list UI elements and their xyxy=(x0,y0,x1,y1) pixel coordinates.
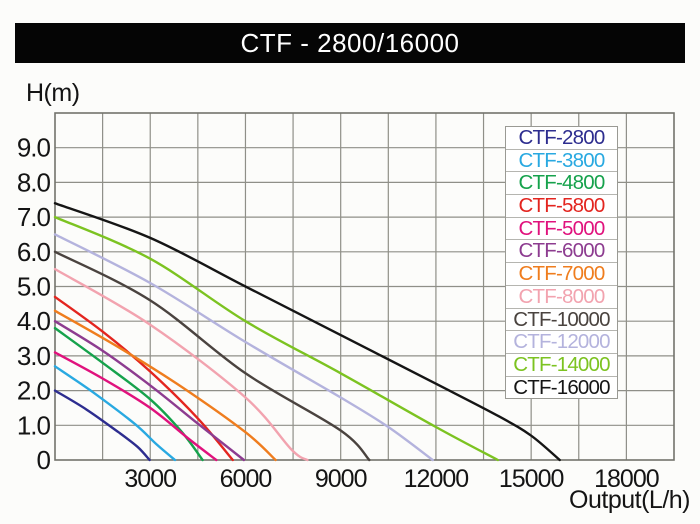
y-tick-label: 7.0 xyxy=(17,202,51,232)
curve-ctf-2800 xyxy=(53,389,151,462)
y-axis-title: H(m) xyxy=(26,79,80,107)
legend-item-ctf-16000: CTF-16000 xyxy=(506,376,617,399)
y-tick-label: 5.0 xyxy=(17,272,51,302)
y-tick-label: 0 xyxy=(37,445,51,475)
x-tick-label: 12000 xyxy=(404,465,469,493)
curve-ctf-3800 xyxy=(53,365,177,462)
legend-item-ctf-2800: CTF-2800 xyxy=(506,127,617,150)
x-tick-label: 9000 xyxy=(315,465,367,493)
x-axis-title: Output(L/h) xyxy=(569,486,690,514)
x-tick-label: 6000 xyxy=(220,465,272,493)
legend-item-ctf-5800: CTF-5800 xyxy=(506,195,617,218)
y-tick-label: 6.0 xyxy=(17,237,51,267)
y-tick-label: 4.0 xyxy=(17,306,51,336)
legend-item-ctf-3800: CTF-3800 xyxy=(506,149,617,173)
legend-item-ctf-8000: CTF-8000 xyxy=(506,285,617,309)
x-tick-label: 3000 xyxy=(124,465,176,493)
curve-ctf-10000 xyxy=(53,250,371,462)
curve-ctf-8000 xyxy=(53,267,309,462)
curve-ctf-6000 xyxy=(53,320,246,462)
curve-ctf-5000 xyxy=(53,351,218,462)
y-tick-label: 2.0 xyxy=(17,376,51,406)
y-tick-label: 8.0 xyxy=(17,167,51,197)
legend-item-ctf-10000: CTF-10000 xyxy=(506,308,617,332)
legend-item-ctf-6000: CTF-6000 xyxy=(506,240,617,264)
chart-title: CTF - 2800/16000 xyxy=(240,27,460,58)
y-tick-label: 3.0 xyxy=(17,341,51,371)
y-tick-label: 9.0 xyxy=(17,133,51,163)
curve-ctf-12000 xyxy=(53,233,434,462)
curve-ctf-4800 xyxy=(53,326,204,462)
legend-item-ctf-4800: CTF-4800 xyxy=(506,172,617,196)
curve-ctf-14000 xyxy=(53,215,499,462)
y-tick-label: 1.0 xyxy=(17,410,51,440)
x-tick-label: 18000 xyxy=(594,465,659,493)
plot-border xyxy=(54,112,675,461)
chart-title-bar: CTF - 2800/16000 xyxy=(15,23,685,63)
legend-item-ctf-14000: CTF-14000 xyxy=(506,353,617,377)
curve-ctf-16000 xyxy=(53,202,561,462)
legend-item-ctf-12000: CTF-12000 xyxy=(506,331,617,354)
curve-ctf-7000 xyxy=(53,309,277,462)
legend-item-ctf-5000: CTF-5000 xyxy=(506,217,617,241)
legend-item-ctf-7000: CTF-7000 xyxy=(506,263,617,286)
legend: CTF-2800 CTF-3800 CTF-4800 CTF-5800 CTF-5000… xyxy=(505,126,618,400)
x-tick-label: 15000 xyxy=(499,465,564,493)
